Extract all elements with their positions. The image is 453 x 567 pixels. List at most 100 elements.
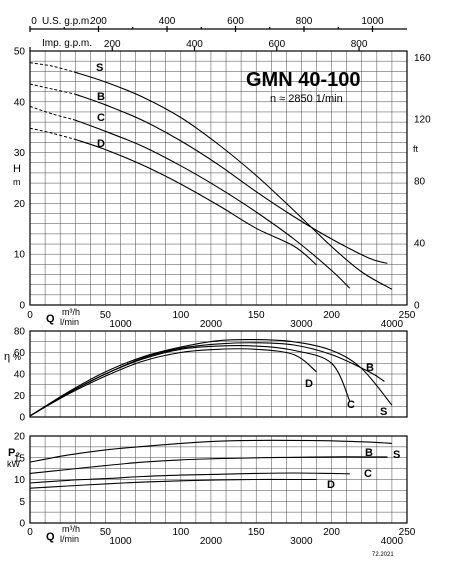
impgpm-tick-label: 800	[351, 39, 368, 50]
chart-subtitle: n ≈ 2850 1/min	[270, 93, 343, 105]
power-q-label: Q	[46, 531, 55, 543]
grid-lines	[30, 51, 407, 523]
impgpm-axis-label: Imp. g.p.m.	[42, 38, 92, 49]
usgpm-tick-label: 0	[31, 16, 37, 27]
impgpm-tick-label: 400	[186, 39, 203, 50]
efficiency-series-label-S: S	[380, 406, 387, 418]
head-y-tick-ft: 80	[414, 177, 426, 188]
power-panel-frame	[29, 435, 408, 524]
power-curve-B	[29, 456, 388, 474]
head-curve-S	[75, 71, 393, 290]
head-series-label-D: D	[97, 138, 105, 150]
head-q-unit-lmin: l/min	[60, 317, 79, 327]
usgpm-tick-label: 400	[159, 16, 176, 27]
head-y-tick: 0	[19, 301, 25, 312]
impgpm-tick-label: 600	[268, 39, 285, 50]
power-x-tick-lmin: 3000	[290, 536, 313, 547]
power-x-tick-lmin: 2000	[200, 536, 223, 547]
power-x-tick-m3h: 0	[27, 527, 33, 538]
efficiency-series-label-B: B	[366, 362, 374, 374]
power-x-tick-m3h: 50	[100, 527, 112, 538]
head-x-tick-m3h: 0	[27, 310, 33, 321]
power-x-tick-lmin: 1000	[109, 536, 132, 547]
head-y-tick-ft: 40	[414, 239, 426, 250]
head-q-unit-m3h: m³/h	[62, 307, 80, 317]
head-feet-axis-label: ft	[413, 144, 419, 154]
head-curve-C	[75, 119, 351, 289]
head-curve-C-extrapolated	[29, 105, 76, 121]
power-axis-unit: kW	[7, 459, 21, 469]
efficiency-panel-frame	[29, 330, 408, 418]
head-x-tick-lmin: 2000	[200, 319, 223, 330]
efficiency-curve-B	[29, 342, 385, 417]
head-y-tick: 40	[14, 97, 26, 108]
impgpm-tick-label: 200	[104, 39, 121, 50]
power-series-label-D: D	[327, 479, 335, 491]
head-curve-B	[75, 93, 388, 264]
power-x-tick-m3h: 200	[323, 527, 340, 538]
head-x-tick-lmin: 3000	[290, 319, 313, 330]
head-y-tick-ft: 160	[414, 53, 431, 64]
efficiency-y-tick: 20	[14, 391, 26, 402]
head-y-tick-ft: 120	[414, 115, 431, 126]
power-axis-label: P₂	[8, 447, 20, 459]
usgpm-tick-label: 1000	[361, 16, 384, 27]
usgpm-tick-label: 600	[227, 16, 244, 27]
head-q-label: Q	[46, 313, 55, 325]
power-curve-D	[29, 478, 317, 489]
efficiency-series-label-D: D	[305, 378, 313, 390]
panel-frames	[29, 26, 408, 524]
efficiency-curve-C	[29, 345, 351, 417]
power-curve-C	[29, 472, 350, 484]
head-series-label-B: B	[97, 91, 105, 103]
head-x-tick-m3h: 250	[399, 310, 416, 321]
power-x-tick-m3h: 150	[248, 527, 265, 538]
footnote: 72.2021	[372, 552, 394, 558]
series-curves	[29, 62, 393, 489]
efficiency-y-tick: 0	[19, 413, 25, 424]
usgpm-axis-label: U.S. g.p.m.	[42, 16, 92, 27]
head-axis-label: H	[13, 163, 21, 175]
power-series-label-C: C	[364, 468, 372, 480]
power-x-tick-lmin: 4000	[381, 536, 404, 547]
head-y-tick-ft: 0	[414, 301, 420, 312]
power-x-tick-m3h: 100	[172, 527, 189, 538]
efficiency-y-tick: 60	[14, 348, 26, 359]
head-series-label-S: S	[96, 62, 103, 74]
efficiency-curve-D	[29, 348, 317, 417]
efficiency-y-tick: 40	[14, 370, 26, 381]
head-y-tick: 30	[14, 148, 26, 159]
efficiency-axis-unit: %	[13, 352, 21, 362]
head-curve-S-extrapolated	[29, 62, 76, 73]
head-series-label-C: C	[97, 112, 105, 124]
head-x-tick-lmin: 1000	[109, 319, 132, 330]
head-panel-frame	[29, 50, 408, 306]
power-y-tick: 20	[14, 432, 26, 443]
power-y-tick: 10	[14, 475, 26, 486]
efficiency-axis-label: η	[4, 351, 10, 363]
chart-title: GMN 40-100	[246, 69, 361, 91]
head-x-tick-m3h: 150	[248, 310, 265, 321]
head-curve-B-extrapolated	[29, 83, 76, 95]
power-y-tick: 0	[19, 519, 25, 530]
usgpm-tick-label: 200	[90, 16, 107, 27]
head-x-tick-m3h: 100	[172, 310, 189, 321]
head-x-tick-m3h: 200	[323, 310, 340, 321]
power-q-unit-m3h: m³/h	[62, 524, 80, 534]
power-series-label-S: S	[393, 449, 400, 461]
efficiency-curve-S	[29, 338, 393, 417]
power-y-tick: 5	[19, 497, 25, 508]
power-q-unit-lmin: l/min	[60, 534, 79, 544]
head-curve-D-extrapolated	[29, 127, 76, 140]
head-y-tick: 10	[14, 250, 26, 261]
efficiency-y-tick: 80	[14, 327, 26, 338]
tick-labels: 01020304050SBCD020406080SBCD05101520SBCD…	[14, 16, 431, 547]
power-series-label-B: B	[365, 447, 373, 459]
head-y-tick: 50	[14, 47, 26, 58]
power-y-tick: 15	[14, 453, 26, 464]
head-axis-unit: m	[13, 177, 21, 187]
head-curve-D	[75, 138, 317, 266]
efficiency-series-label-C: C	[347, 399, 355, 411]
usgpm-tick-label: 800	[296, 16, 313, 27]
